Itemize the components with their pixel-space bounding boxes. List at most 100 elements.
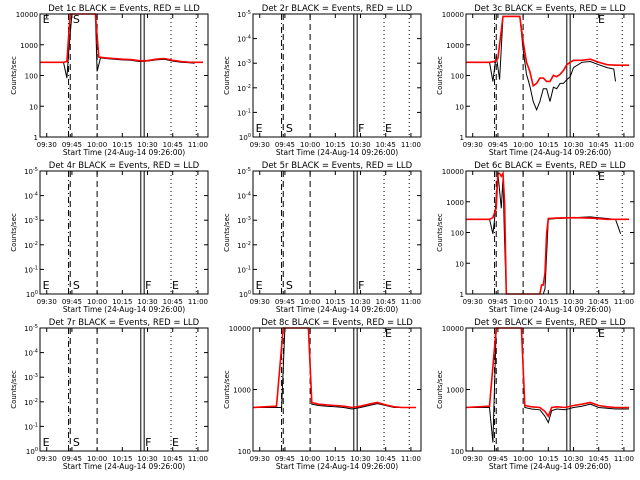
y-tick-exponent: -2 (33, 241, 38, 247)
x-tick-label: 09:30 (37, 455, 57, 463)
y-tick-label: 1000 (446, 42, 464, 50)
y-tick-label: 10000 (229, 325, 251, 333)
y-tick-label: 10000 (442, 325, 464, 333)
y-tick-label: 100 (451, 73, 464, 81)
x-axis-label: Start Time (24-Aug-14 09:26:00) (276, 305, 398, 314)
x-tick-label: 10:30 (350, 141, 370, 149)
y-axis-label: Counts/sec (10, 370, 18, 409)
event-marker-e: E (598, 327, 605, 340)
x-tick-label: 10:30 (563, 141, 583, 149)
lld-series-line (40, 13, 203, 64)
x-tick-label: 10:15 (538, 141, 558, 149)
x-tick-label: 10:15 (112, 455, 132, 463)
chart-title: Det 5r BLACK = Events, RED = LLD (262, 161, 413, 171)
x-tick-label: 10:45 (376, 141, 396, 149)
chart-panel-9: Det 9c BLACK = Events, RED = LLD 100 1000 1… (436, 318, 635, 471)
x-tick-label: 10:00 (300, 298, 320, 306)
x-tick-label: 09:45 (62, 298, 82, 306)
event-marker-e: E (598, 13, 605, 26)
x-tick-label: 10:15 (112, 141, 132, 149)
y-axis-label: Counts/sec (223, 370, 231, 409)
y-tick-label: 10-4 (237, 192, 251, 201)
y-tick-label: 10-4 (24, 192, 38, 201)
y-tick-exponent: -2 (33, 398, 38, 404)
plot-frame (39, 13, 209, 138)
chart-panel-5: Det 5r BLACK = Events, RED = LLD 100 10-1 1… (223, 161, 422, 314)
y-tick-exponent: -4 (33, 192, 38, 198)
y-axis-label: Counts/sec (436, 370, 444, 409)
x-tick-label: 10:45 (163, 141, 183, 149)
y-tick-label: 10-5 (237, 10, 251, 19)
x-tick-label: 11:00 (401, 298, 421, 306)
x-tick-label: 10:00 (300, 141, 320, 149)
y-tick-label: 10-5 (24, 167, 38, 176)
y-tick-label: 100 (26, 447, 38, 456)
x-tick-label: 09:45 (488, 298, 508, 306)
x-tick-label: 10:30 (137, 298, 157, 306)
x-tick-label: 10:30 (563, 298, 583, 306)
event-marker-e: E (598, 170, 605, 183)
chart-panel-2: Det 2r BLACK = Events, RED = LLD 100 10-1 1… (223, 4, 422, 157)
x-tick-label: 11:00 (188, 298, 208, 306)
x-tick-label: 10:45 (163, 298, 183, 306)
chart-title: Det 7r BLACK = Events, RED = LLD (49, 318, 200, 328)
plot-frame (252, 13, 422, 138)
x-tick-label: 09:45 (488, 455, 508, 463)
x-tick-label: 10:15 (325, 141, 345, 149)
chart-title: Det 6c BLACK = Events, RED = LLD (474, 161, 626, 171)
y-tick-exponent: -3 (246, 59, 251, 65)
y-tick-label: 10-1 (24, 265, 38, 274)
chart-panel-1: Det 1c BLACK = Events, RED = LLD 1 10 100 10… (10, 4, 209, 157)
y-tick-label: 10-5 (237, 167, 251, 176)
x-tick-label: 10:45 (163, 455, 183, 463)
x-tick-label: 09:45 (62, 141, 82, 149)
x-tick-label: 10:30 (137, 141, 157, 149)
event-marker-e: E (43, 13, 50, 26)
x-tick-label: 09:30 (250, 455, 270, 463)
y-tick-exponent: -5 (33, 167, 38, 173)
x-tick-label: 10:00 (513, 298, 533, 306)
y-tick-label: 10-3 (24, 373, 38, 382)
y-tick-exponent: -3 (33, 216, 38, 222)
x-tick-label: 09:45 (488, 141, 508, 149)
y-tick-label: 10-2 (24, 398, 38, 407)
x-tick-label: 11:00 (614, 455, 634, 463)
y-tick-label: 10-2 (24, 241, 38, 250)
event-marker-e: E (256, 279, 263, 292)
y-tick-exponent: -1 (246, 108, 251, 114)
lld-series-line (465, 327, 629, 419)
y-tick-label: 10 (455, 260, 464, 268)
y-tick-label: 10-3 (24, 216, 38, 225)
x-tick-label: 11:00 (614, 298, 634, 306)
y-tick-label: 10000 (442, 168, 464, 176)
y-tick-label: 10-3 (237, 59, 251, 68)
y-tick-exponent: 0 (248, 290, 251, 296)
y-tick-exponent: 0 (35, 290, 38, 296)
x-tick-label: 09:45 (275, 455, 295, 463)
x-tick-label: 09:45 (275, 141, 295, 149)
x-tick-label: 10:00 (87, 298, 107, 306)
y-tick-exponent: -5 (246, 167, 251, 173)
x-tick-label: 10:30 (350, 298, 370, 306)
chart-title: Det 8c BLACK = Events, RED = LLD (261, 318, 413, 328)
x-tick-label: 10:45 (589, 455, 609, 463)
y-tick-label: 10 (455, 103, 464, 111)
x-axis-label: Start Time (24-Aug-14 09:26:00) (63, 305, 185, 314)
event-marker-s: S (286, 122, 293, 135)
x-tick-label: 09:30 (250, 298, 270, 306)
x-axis-label: Start Time (24-Aug-14 09:26:00) (276, 462, 398, 471)
events-series-line (466, 327, 629, 443)
chart-panel-8: Det 8c BLACK = Events, RED = LLD 100 1000 1… (223, 318, 422, 471)
x-tick-label: 10:15 (112, 298, 132, 306)
y-tick-label: 100 (26, 290, 38, 299)
x-tick-label: 10:00 (300, 455, 320, 463)
x-tick-label: 10:15 (538, 455, 558, 463)
y-tick-label: 10-4 (237, 35, 251, 44)
y-axis-label: Counts/sec (436, 56, 444, 95)
y-tick-label: 10-3 (237, 216, 251, 225)
chart-title: Det 4r BLACK = Events, RED = LLD (49, 161, 200, 171)
x-axis-label: Start Time (24-Aug-14 09:26:00) (489, 148, 611, 157)
x-tick-label: 10:15 (325, 298, 345, 306)
y-tick-exponent: -1 (33, 422, 38, 428)
chart-panel-4: Det 4r BLACK = Events, RED = LLD 100 10-1 1… (10, 161, 209, 314)
